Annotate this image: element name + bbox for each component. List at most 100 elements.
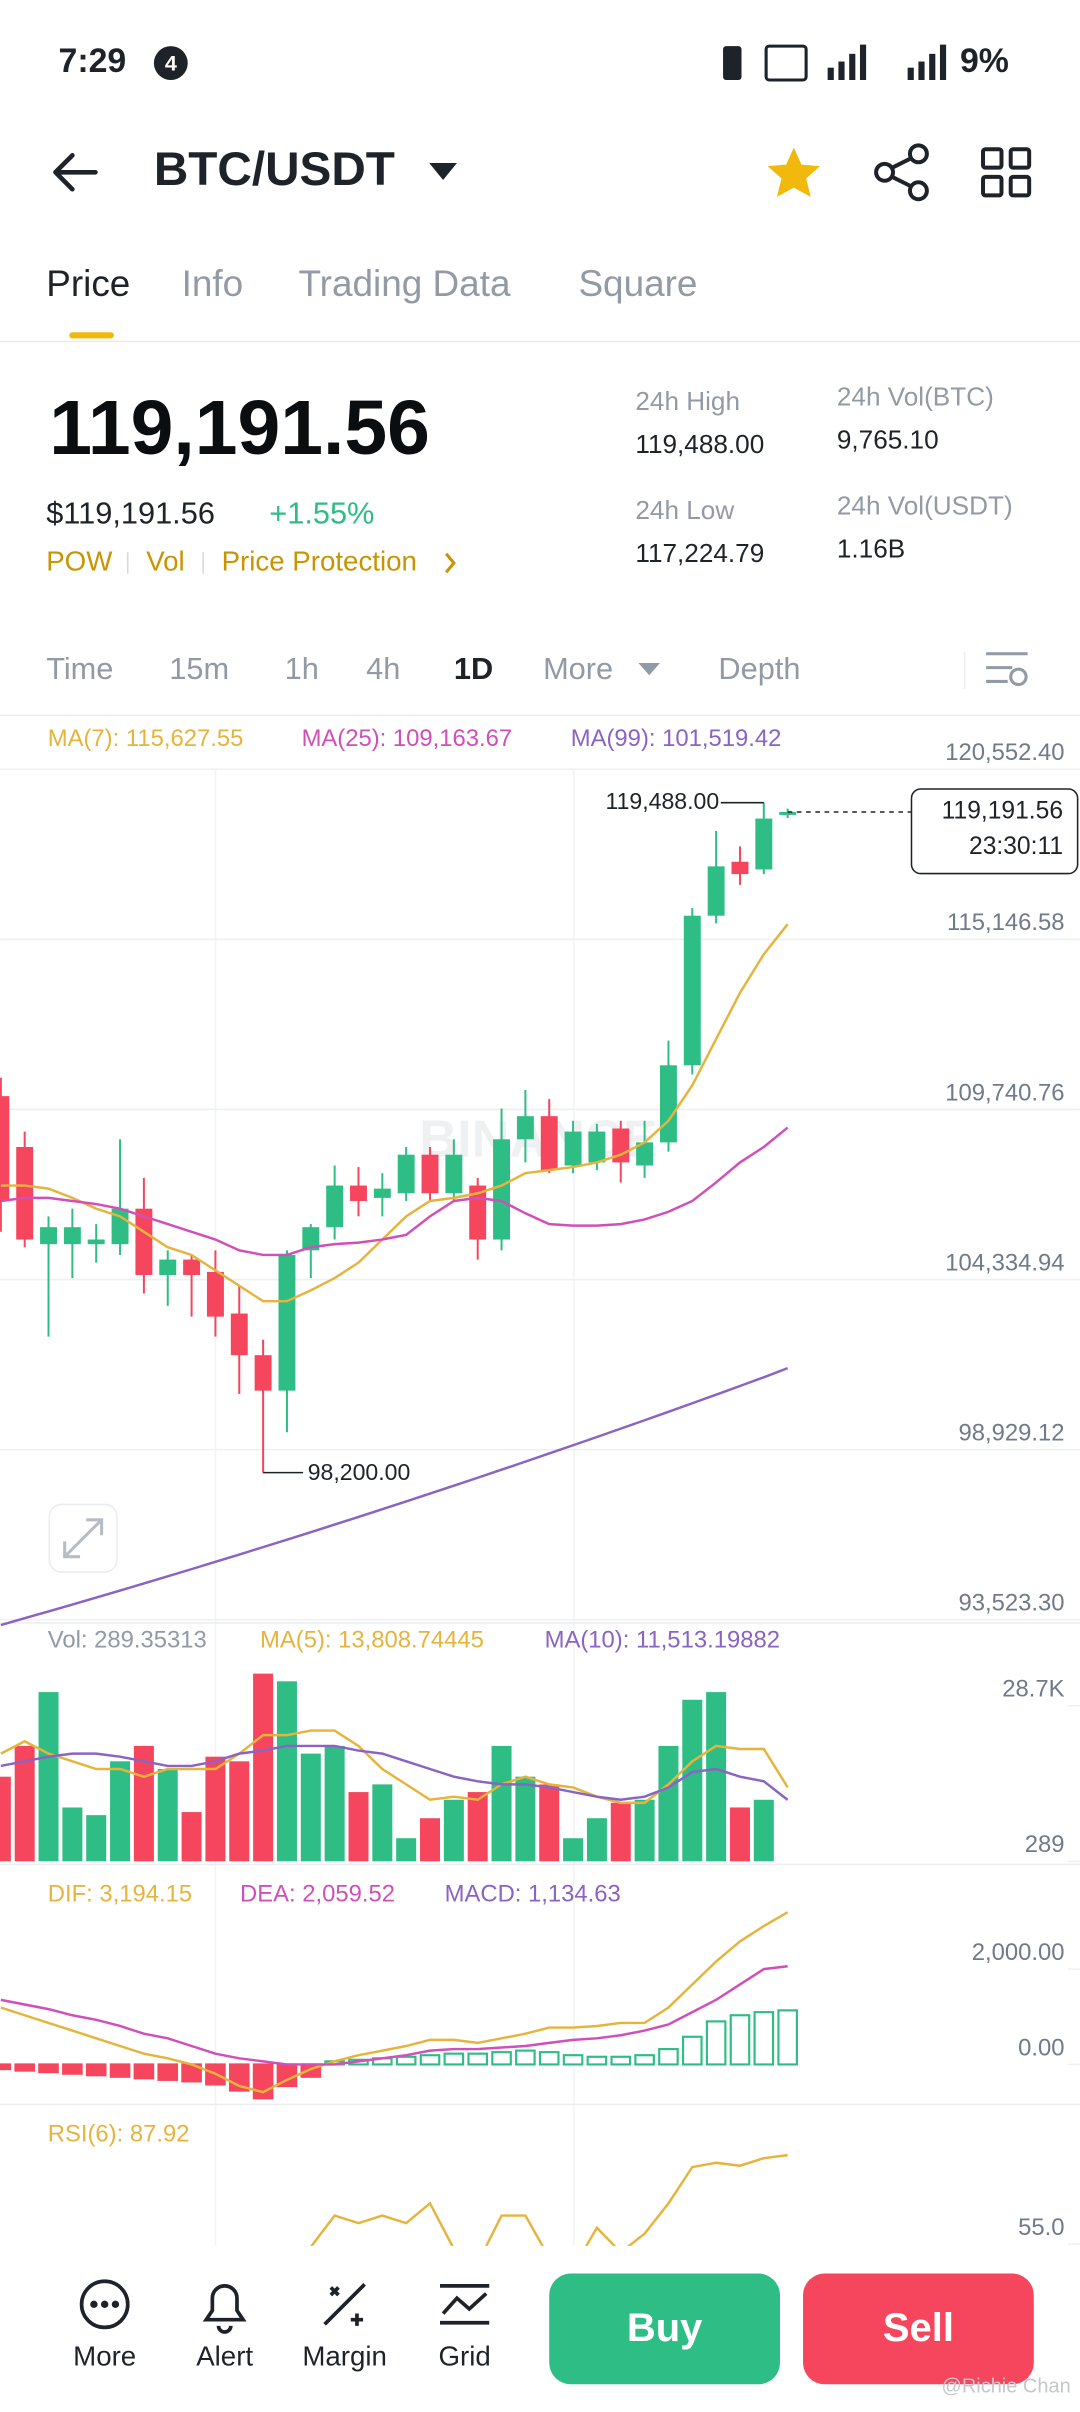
pair-dropdown[interactable]: [429, 163, 457, 180]
chart-settings[interactable]: [986, 652, 1028, 687]
stat-label: 24h Vol(BTC): [837, 381, 994, 411]
annotation-label: 98,200.00: [308, 1459, 411, 1485]
interval-active[interactable]: 1D: [454, 651, 493, 686]
stat-value: 119,488.00: [635, 429, 764, 459]
interval[interactable]: 1h: [285, 651, 319, 686]
y-tick-label: 115,146.58: [947, 909, 1065, 936]
interval[interactable]: Time: [46, 651, 113, 686]
nav-label[interactable]: Grid: [438, 2340, 490, 2371]
legend-label: RSI(6): 87.92: [48, 2120, 190, 2147]
macd-bar: [753, 2011, 775, 2066]
price-change: +1.55%: [269, 495, 374, 530]
tab[interactable]: Info: [182, 263, 244, 304]
candle-body: [564, 1131, 582, 1166]
candle-body: [254, 1355, 272, 1391]
volume-bar: [634, 1799, 655, 1862]
more-dropdown[interactable]: [638, 662, 660, 676]
stat-label: 24h Low: [635, 495, 734, 525]
interval[interactable]: 4h: [366, 651, 400, 686]
legend-label: MA(10): 11,513.19882: [545, 1627, 780, 1654]
volume-bar: [181, 1812, 202, 1862]
volume-bar: [682, 1699, 703, 1862]
volume-bar: [563, 1838, 584, 1862]
legend-label: DEA: 2,059.52: [240, 1880, 395, 1907]
share-button[interactable]: [874, 143, 929, 202]
y-tick-label: 109,740.76: [945, 1079, 1064, 1106]
tag[interactable]: Price Protection: [222, 545, 417, 576]
y-tick-label: 93,523.30: [959, 1590, 1065, 1617]
macd-bar: [443, 2052, 465, 2066]
candle-body: [326, 1185, 344, 1228]
y-tick-label: 120,552.40: [945, 739, 1064, 766]
macd-bar: [0, 2063, 12, 2071]
candle-body: [302, 1227, 320, 1251]
indicator-line: [0, 1126, 789, 1257]
buy-button[interactable]: [549, 2273, 780, 2385]
plot: 120,552.40 115,146.58 109,740.76 104,334.94…: [0, 725, 1080, 2314]
nav-label[interactable]: More: [73, 2340, 136, 2371]
grid-icon[interactable]: [440, 2284, 490, 2325]
more-icon[interactable]: [79, 2279, 130, 2330]
tab-indicator: [69, 332, 114, 339]
volume-bar: [491, 1745, 512, 1862]
grid-menu-button[interactable]: [981, 147, 1032, 198]
candle-body: [0, 1096, 10, 1201]
volume-bar: [658, 1745, 679, 1862]
volume-bar: [14, 1745, 35, 1862]
tab[interactable]: Square: [578, 263, 697, 304]
y-tick-label: 0.00: [1018, 2034, 1064, 2061]
volume-bar: [62, 1807, 83, 1862]
volume-bar: [86, 1815, 107, 1862]
volume-bar: [38, 1692, 59, 1862]
volume-bar: [276, 1681, 297, 1862]
stat-value: 9,765.10: [837, 424, 939, 454]
interval[interactable]: More: [543, 651, 613, 686]
volume-bar: [229, 1761, 250, 1862]
nav-label[interactable]: Alert: [196, 2340, 253, 2371]
notification-badge: [153, 46, 188, 80]
back-button[interactable]: [53, 153, 98, 192]
tag[interactable]: POW: [46, 545, 113, 576]
interval[interactable]: 15m: [169, 651, 229, 686]
last-price-time: 23:30:11: [969, 833, 1063, 860]
last-price-label: 119,191.56: [942, 798, 1063, 825]
macd-bar: [133, 2063, 155, 2080]
sell-label[interactable]: Sell: [883, 2306, 954, 2350]
candle-body: [135, 1208, 153, 1275]
alert-icon[interactable]: [202, 2284, 247, 2334]
y-tick-label: 98,929.12: [959, 1420, 1065, 1447]
legend-label: MA(25): 109,163.67: [302, 725, 513, 752]
tab[interactable]: Trading Data: [298, 263, 510, 304]
volume-bar: [515, 1776, 536, 1862]
macd-bar: [729, 2014, 751, 2066]
volume-bar: [348, 1792, 369, 1862]
sell-button[interactable]: [803, 2273, 1034, 2385]
candle-body: [63, 1227, 81, 1245]
macd-bar: [777, 2009, 798, 2066]
macd-bar: [419, 2054, 441, 2066]
tab[interactable]: Price: [46, 263, 130, 304]
legend-label: DIF: 3,194.15: [48, 1880, 192, 1907]
nav-label[interactable]: Margin: [302, 2340, 387, 2371]
tag[interactable]: Vol: [146, 545, 184, 576]
candle-body: [206, 1271, 224, 1317]
favorite-star[interactable]: [767, 147, 820, 197]
indicator-line: [0, 923, 789, 1303]
candle-body: [421, 1154, 439, 1194]
macd-bar: [681, 2035, 703, 2066]
stat-value: 1.16B: [837, 534, 905, 564]
macd-bar: [538, 2051, 560, 2066]
pair-title[interactable]: BTC/USDT: [154, 143, 395, 196]
candle-body: [683, 915, 701, 1066]
volume-bar: [205, 1756, 226, 1862]
interval[interactable]: Depth: [718, 651, 800, 686]
status-time: 7:29: [59, 42, 127, 80]
annotation-label: 119,488.00: [605, 788, 719, 814]
macd-bar: [705, 2020, 727, 2066]
last-price-box: [910, 788, 1079, 875]
volume-bar: [539, 1784, 560, 1862]
macd-bar: [634, 2054, 655, 2066]
buy-label[interactable]: Buy: [627, 2306, 703, 2350]
margin-icon[interactable]: [323, 2283, 366, 2326]
